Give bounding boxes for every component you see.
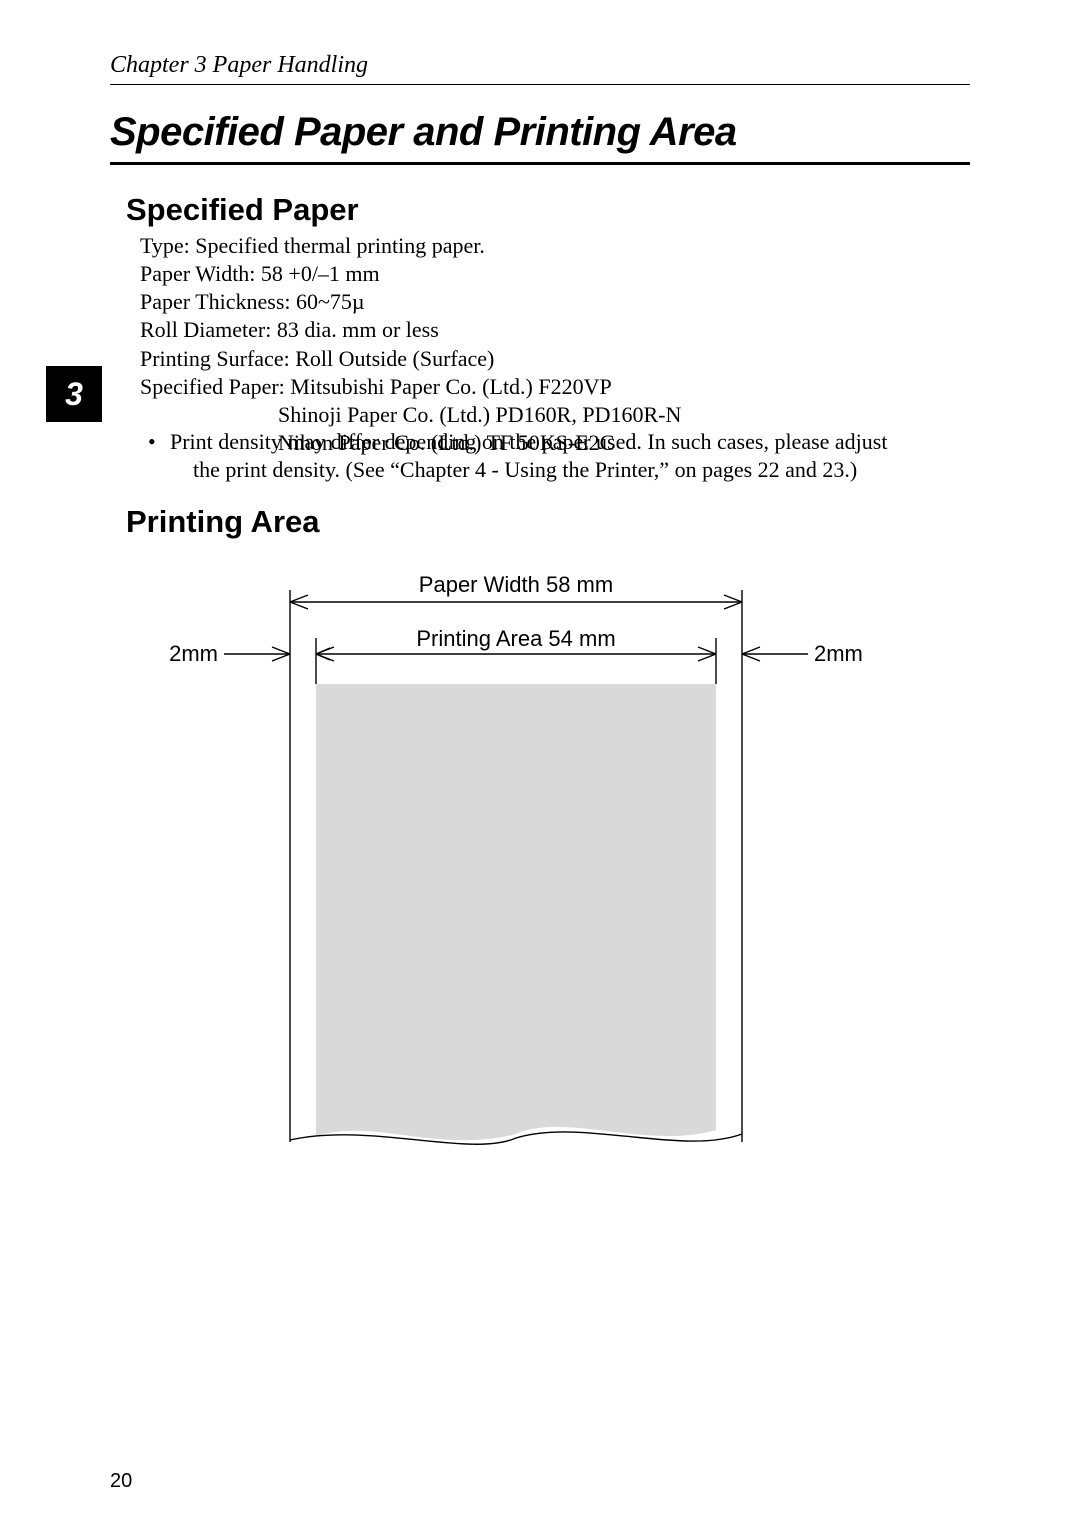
title-rule — [110, 162, 970, 165]
spec-surface: Printing Surface: Roll Outside (Surface) — [140, 345, 681, 373]
spec-type: Type: Specified thermal printing paper. — [140, 232, 681, 260]
spec-roll-diameter: Roll Diameter: 83 dia. mm or less — [140, 316, 681, 344]
printing-area-shape — [316, 684, 716, 1140]
label-right-margin: 2mm — [814, 641, 863, 666]
bullet-line1: Print density may differ depending on th… — [170, 429, 887, 454]
chapter-number-tab: 3 — [46, 366, 102, 422]
spec-paper-1: Specified Paper: Mitsubishi Paper Co. (L… — [140, 373, 681, 401]
spec-paper-2: Shinoji Paper Co. (Ltd.) PD160R, PD160R-… — [140, 401, 681, 429]
bullet-line2: the print density. (See “Chapter 4 - Usi… — [170, 456, 970, 484]
note-bullet: • Print density may differ depending on … — [170, 428, 970, 484]
page-title: Specified Paper and Printing Area — [110, 110, 737, 155]
page-number: 20 — [110, 1470, 132, 1493]
section-heading-printing-area: Printing Area — [126, 504, 320, 540]
section-heading-specified-paper: Specified Paper — [126, 192, 359, 228]
running-head: Chapter 3 Paper Handling — [110, 52, 368, 79]
spec-list: Type: Specified thermal printing paper. … — [140, 232, 681, 457]
printing-area-diagram: Paper Width 58 mm Printing Area 54 mm 2mm 2… — [110, 566, 970, 1156]
bullet-icon: • — [148, 428, 156, 456]
label-printing-area: Printing Area 54 mm — [416, 626, 615, 651]
spec-thickness: Paper Thickness: 60~75µ — [140, 288, 681, 316]
running-head-rule — [110, 84, 970, 85]
spec-width: Paper Width: 58 +0/–1 mm — [140, 260, 681, 288]
label-paper-width: Paper Width 58 mm — [419, 572, 613, 597]
page: Chapter 3 Paper Handling 3 Specified Pap… — [0, 0, 1080, 1533]
label-left-margin: 2mm — [169, 641, 218, 666]
